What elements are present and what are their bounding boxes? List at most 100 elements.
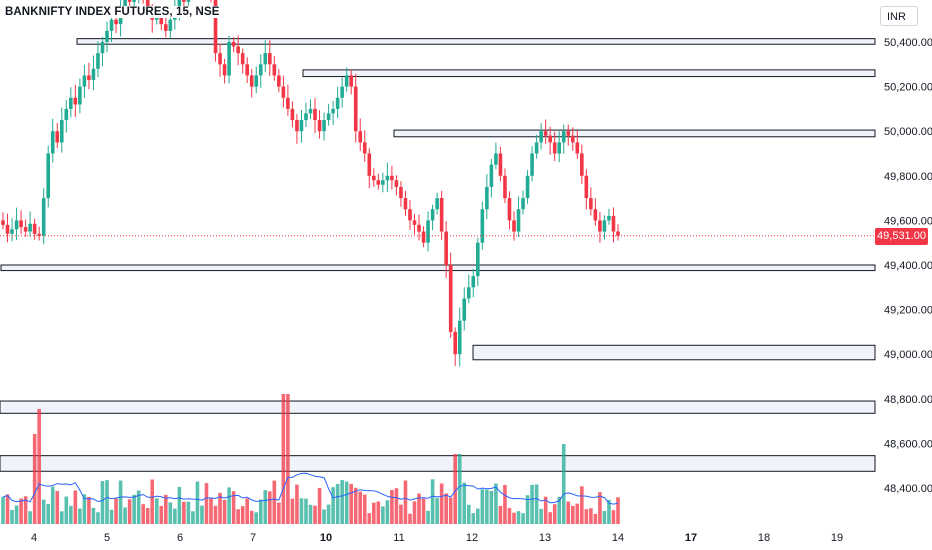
candle-body xyxy=(213,0,218,54)
candle-body xyxy=(41,198,46,236)
volume-bar xyxy=(82,494,87,524)
candle-body xyxy=(403,198,408,210)
x-tick-label: 7 xyxy=(250,532,256,544)
candle-body xyxy=(50,131,55,154)
support-resistance-zone xyxy=(0,455,876,472)
candle-body xyxy=(466,287,471,299)
currency-selector[interactable]: INR xyxy=(880,6,918,26)
candle-body xyxy=(494,153,498,165)
candle-body xyxy=(272,64,277,76)
volume-bar xyxy=(132,494,136,524)
volume-bar xyxy=(340,480,344,524)
candle-body xyxy=(218,53,222,65)
volume-bar xyxy=(471,513,476,524)
candle-body xyxy=(552,142,557,154)
volume-bar xyxy=(19,498,23,524)
candle-body xyxy=(73,97,78,105)
candle-body xyxy=(168,19,173,31)
candle-body xyxy=(32,223,37,234)
candle-body xyxy=(390,175,394,181)
volume-bar xyxy=(362,494,367,524)
candle-body xyxy=(231,42,236,47)
candle-body xyxy=(268,53,272,65)
candle-body xyxy=(295,120,299,132)
volume-bar xyxy=(457,454,462,524)
candle-body xyxy=(326,113,331,121)
volume-bar xyxy=(245,498,249,524)
volume-bar xyxy=(426,510,430,524)
x-tick-label: 5 xyxy=(104,532,110,544)
candle-body xyxy=(263,53,268,65)
volume-bar xyxy=(41,499,46,524)
y-tick-label: 49,600.00 xyxy=(884,215,932,227)
candle-body xyxy=(331,108,335,114)
candle-body xyxy=(611,215,616,232)
volume-bar xyxy=(304,498,308,524)
volume-bar xyxy=(163,494,168,524)
volume-bar xyxy=(322,509,326,524)
volume-bar xyxy=(55,490,60,524)
y-tick-label: 49,400.00 xyxy=(884,260,932,272)
support-resistance-zone xyxy=(393,129,876,138)
candle-body xyxy=(480,209,485,243)
volume-bar xyxy=(87,496,91,524)
candle-body xyxy=(308,108,313,114)
candle-body xyxy=(512,220,516,232)
candle-body xyxy=(109,19,114,31)
volume-bar xyxy=(105,480,109,524)
volume-bar xyxy=(548,512,552,524)
volume-bar xyxy=(516,511,521,524)
volume-bar xyxy=(150,479,155,524)
candle-body xyxy=(412,220,417,225)
volume-bar xyxy=(593,513,598,524)
x-tick-label: 11 xyxy=(393,532,404,544)
volume-bar xyxy=(136,490,141,524)
candle-body xyxy=(430,209,435,221)
volume-bar xyxy=(286,394,290,524)
volume-bar xyxy=(525,495,530,524)
candle-body xyxy=(362,142,367,154)
candle-body xyxy=(476,242,480,277)
candle-body xyxy=(64,108,69,121)
volume-bar xyxy=(507,508,512,524)
candle-body xyxy=(417,224,421,232)
candle-body xyxy=(358,131,363,143)
candle-body xyxy=(313,108,317,121)
support-resistance-zone xyxy=(0,400,876,414)
candle-body xyxy=(87,75,91,80)
candle-body xyxy=(548,135,552,143)
volume-bar xyxy=(462,482,467,524)
candle-body xyxy=(471,276,476,288)
candle-body xyxy=(123,0,127,9)
candle-body xyxy=(78,86,82,105)
volume-bar xyxy=(37,409,41,524)
volume-bar xyxy=(543,496,548,524)
volume-bar xyxy=(344,481,349,524)
x-tick-label: 13 xyxy=(539,532,551,544)
candle-body xyxy=(240,53,245,65)
volume-bar xyxy=(236,509,240,524)
y-tick-label: 48,800.00 xyxy=(884,394,932,406)
candle-body xyxy=(182,0,186,2)
volume-bar xyxy=(254,512,259,524)
volume-bar xyxy=(64,496,69,524)
volume-bar xyxy=(168,502,173,524)
volume-bar xyxy=(177,486,182,524)
candle-body xyxy=(489,164,494,187)
candle-body xyxy=(258,64,263,76)
candle-body xyxy=(10,229,14,234)
candle-body xyxy=(584,175,589,199)
volume-bar xyxy=(91,507,96,524)
volume-bar xyxy=(331,487,335,524)
x-tick-label: 18 xyxy=(758,532,770,544)
volume-bar xyxy=(69,505,73,524)
candle-body xyxy=(439,198,444,232)
volume-bar xyxy=(494,483,498,524)
volume-bar xyxy=(503,484,507,524)
candle-body xyxy=(394,180,399,187)
volume-bar xyxy=(1,496,5,524)
candle-body xyxy=(322,120,326,132)
candle-body xyxy=(304,113,308,121)
volume-bar xyxy=(272,480,277,524)
